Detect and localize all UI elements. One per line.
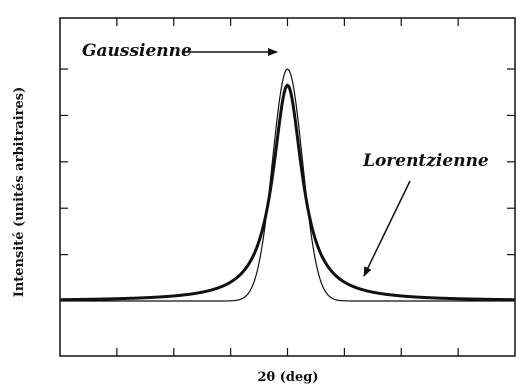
annotation-lorentzienne: Lorentzienne [362,151,489,171]
annotation-arrow-lorentzienne [363,180,411,277]
axis-ticks [60,18,515,356]
series-line-lorentzienne [59,83,516,302]
y-axis-label: Intensité (unités arbitraires) [12,87,27,298]
x-axis-label: 2θ (deg) [258,370,319,385]
annotation-gaussienne: Gaussienne [82,41,192,61]
series-line-gaussienne [60,68,515,302]
